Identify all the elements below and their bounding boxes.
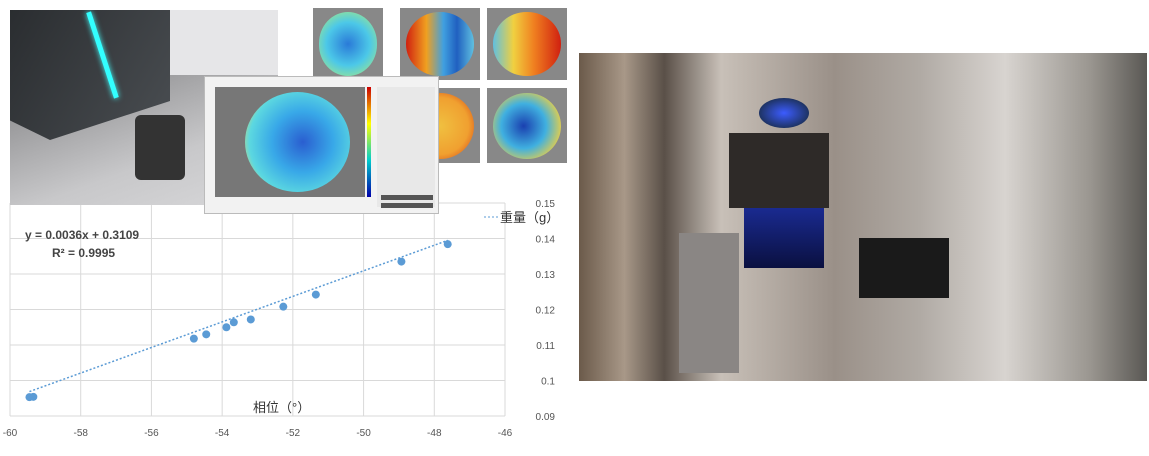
x-tick-label: -56 [144,428,159,439]
y-tick-label: 0.1 [541,377,555,388]
data-point [189,334,198,343]
x-tick-label: -46 [498,428,513,439]
x-tick-label: -54 [215,428,230,439]
y-tick-label: 0.11 [536,341,555,352]
device-photo [10,10,278,205]
r-squared: R² = 0.9995 [52,246,115,260]
data-point [443,240,452,249]
trendline-equation: y = 0.0036x + 0.3109 [25,228,139,242]
x-tick-label: -58 [73,428,88,439]
y-tick-label: 0.15 [536,199,556,210]
heatmap-thumbnail [313,8,383,80]
trendline [29,239,448,393]
analysis-software-window [204,76,439,214]
x-tick-label: -50 [356,428,371,439]
y-tick-label: 0.09 [536,412,556,423]
data-point [29,392,38,401]
data-point [311,290,320,299]
heatmap-thumbnail [487,88,567,163]
scatter-chart: -60 -58 -56 -54 -52 -50 -48 -46 0.09 0.1 0.11 0.12… [3,199,559,439]
x-tick-label: -48 [427,428,442,439]
machine-photo [579,53,1147,381]
data-point [397,257,406,266]
data-point [246,315,255,324]
legend-label: 重量（g） [500,210,559,225]
heatmap-thumbnail [487,8,567,80]
x-tick-label: -60 [3,428,18,439]
y-tick-label: 0.12 [536,306,556,317]
y-tick-label: 0.13 [536,270,556,281]
x-tick-label: -52 [286,428,301,439]
data-point [202,330,211,339]
data-point [222,323,231,332]
data-point [279,302,288,311]
x-axis-label: 相位（°） [253,400,310,415]
y-tick-label: 0.14 [536,235,556,246]
data-point [229,318,238,327]
heatmap-thumbnail [400,8,480,80]
